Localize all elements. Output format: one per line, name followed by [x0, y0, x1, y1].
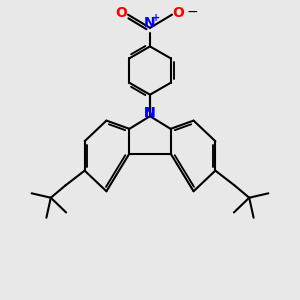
Text: N: N — [144, 106, 156, 120]
Text: O: O — [172, 6, 184, 20]
Text: N: N — [144, 16, 156, 31]
Text: +: + — [152, 14, 160, 23]
Text: N: N — [144, 106, 156, 120]
Text: −: − — [186, 5, 198, 19]
Text: O: O — [116, 6, 128, 20]
